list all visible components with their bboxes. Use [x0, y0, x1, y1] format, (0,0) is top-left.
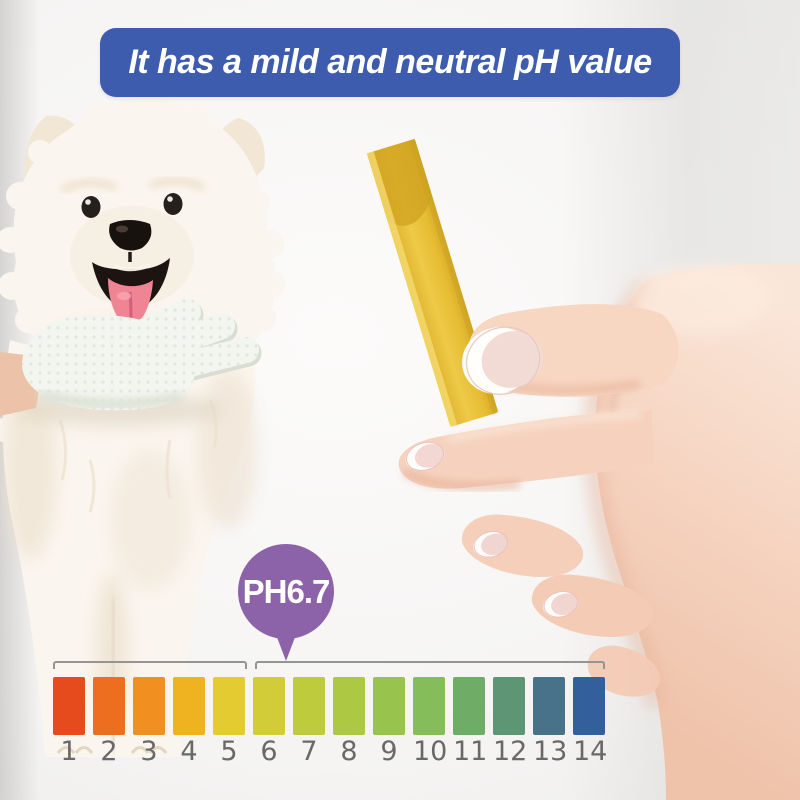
ph-number-8: 8	[340, 736, 358, 767]
ph-number-10: 10	[413, 736, 448, 767]
middle-fingertip	[461, 514, 584, 577]
dog-eye-left	[81, 196, 101, 218]
ring-fingertip	[531, 574, 654, 637]
headline-text: It has a mild and neutral pH value	[128, 43, 652, 81]
ph-number-14: 14	[573, 736, 608, 767]
index-finger-shadow	[402, 468, 521, 491]
glove-texture	[22, 314, 196, 411]
ph-swatch-11	[453, 677, 485, 735]
ph-number-12: 12	[493, 736, 528, 767]
dog-paw-toes	[56, 746, 168, 754]
ph-number-1: 1	[60, 736, 78, 767]
wipe-glove-illustration	[0, 299, 262, 426]
ph-swatch-7	[293, 677, 325, 735]
hand-illustration	[366, 138, 800, 800]
ph-swatch-9	[373, 677, 405, 735]
ph-value-text: PH6.7	[242, 572, 331, 610]
dog-eye-left-glint	[85, 199, 91, 205]
dog-fur-fluff	[0, 90, 285, 442]
ph-number-11: 11	[453, 736, 488, 767]
thumbnail	[462, 326, 543, 395]
middle-fingernail	[473, 530, 509, 558]
scale-bracket-acid	[53, 661, 247, 669]
ph-number-2: 2	[100, 736, 118, 767]
ph-swatch-2	[93, 677, 125, 735]
index-finger	[398, 410, 654, 489]
ph-number-3: 3	[140, 736, 158, 767]
ph-swatch-1	[53, 677, 85, 735]
glove-bottom-shading	[38, 389, 184, 410]
ph-number-5: 5	[220, 736, 238, 767]
ph-swatch-5	[213, 677, 245, 735]
dog-eye-right	[163, 193, 183, 215]
ph-number-9: 9	[380, 736, 398, 767]
ring-fingernail	[543, 590, 579, 618]
index-fingernail	[405, 441, 446, 471]
ph-swatch-3	[133, 677, 165, 735]
strip-highlight-edge	[366, 151, 458, 427]
ph-scale-swatches	[53, 677, 605, 735]
ph-number-6: 6	[260, 736, 278, 767]
pinky-knuckle	[587, 645, 661, 697]
scale-bracket-alkaline	[255, 661, 605, 669]
ph-scale-numbers: 1 2 3 4 5 6 7 8 9 10 11 12 13 14	[53, 736, 608, 767]
ph-swatch-12	[493, 677, 525, 735]
dog-brow-shading	[60, 178, 206, 193]
ph-number-13: 13	[533, 736, 568, 767]
ph-swatch-6	[253, 677, 285, 735]
dog-nose-shine	[116, 225, 128, 233]
dog-tongue-highlight	[117, 292, 131, 300]
index-finger-highlight	[447, 410, 641, 442]
dog-eye-right-glint	[167, 196, 173, 202]
ph-swatch-14	[573, 677, 605, 735]
hand-palm	[594, 263, 800, 800]
ph-number-7: 7	[300, 736, 318, 767]
ph-swatch-13	[533, 677, 565, 735]
ph-swatch-10	[413, 677, 445, 735]
dog-teeth	[113, 263, 151, 272]
ph-swatch-8	[333, 677, 365, 735]
ph-swatch-4	[173, 677, 205, 735]
headline-banner: It has a mild and neutral pH value	[100, 28, 680, 97]
ph-number-4: 4	[180, 736, 198, 767]
ph-value-bubble: PH6.7	[238, 544, 334, 639]
